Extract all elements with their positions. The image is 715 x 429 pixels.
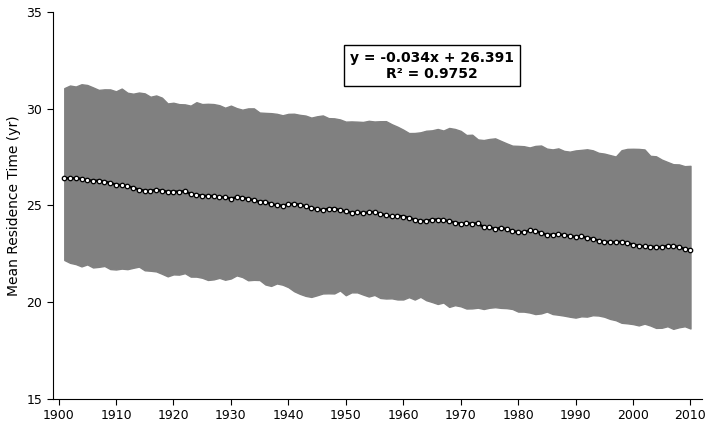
Text: y = -0.034x + 26.391
R² = 0.9752: y = -0.034x + 26.391 R² = 0.9752 — [350, 51, 514, 81]
Y-axis label: Mean Residence Time (yr): Mean Residence Time (yr) — [7, 115, 21, 296]
